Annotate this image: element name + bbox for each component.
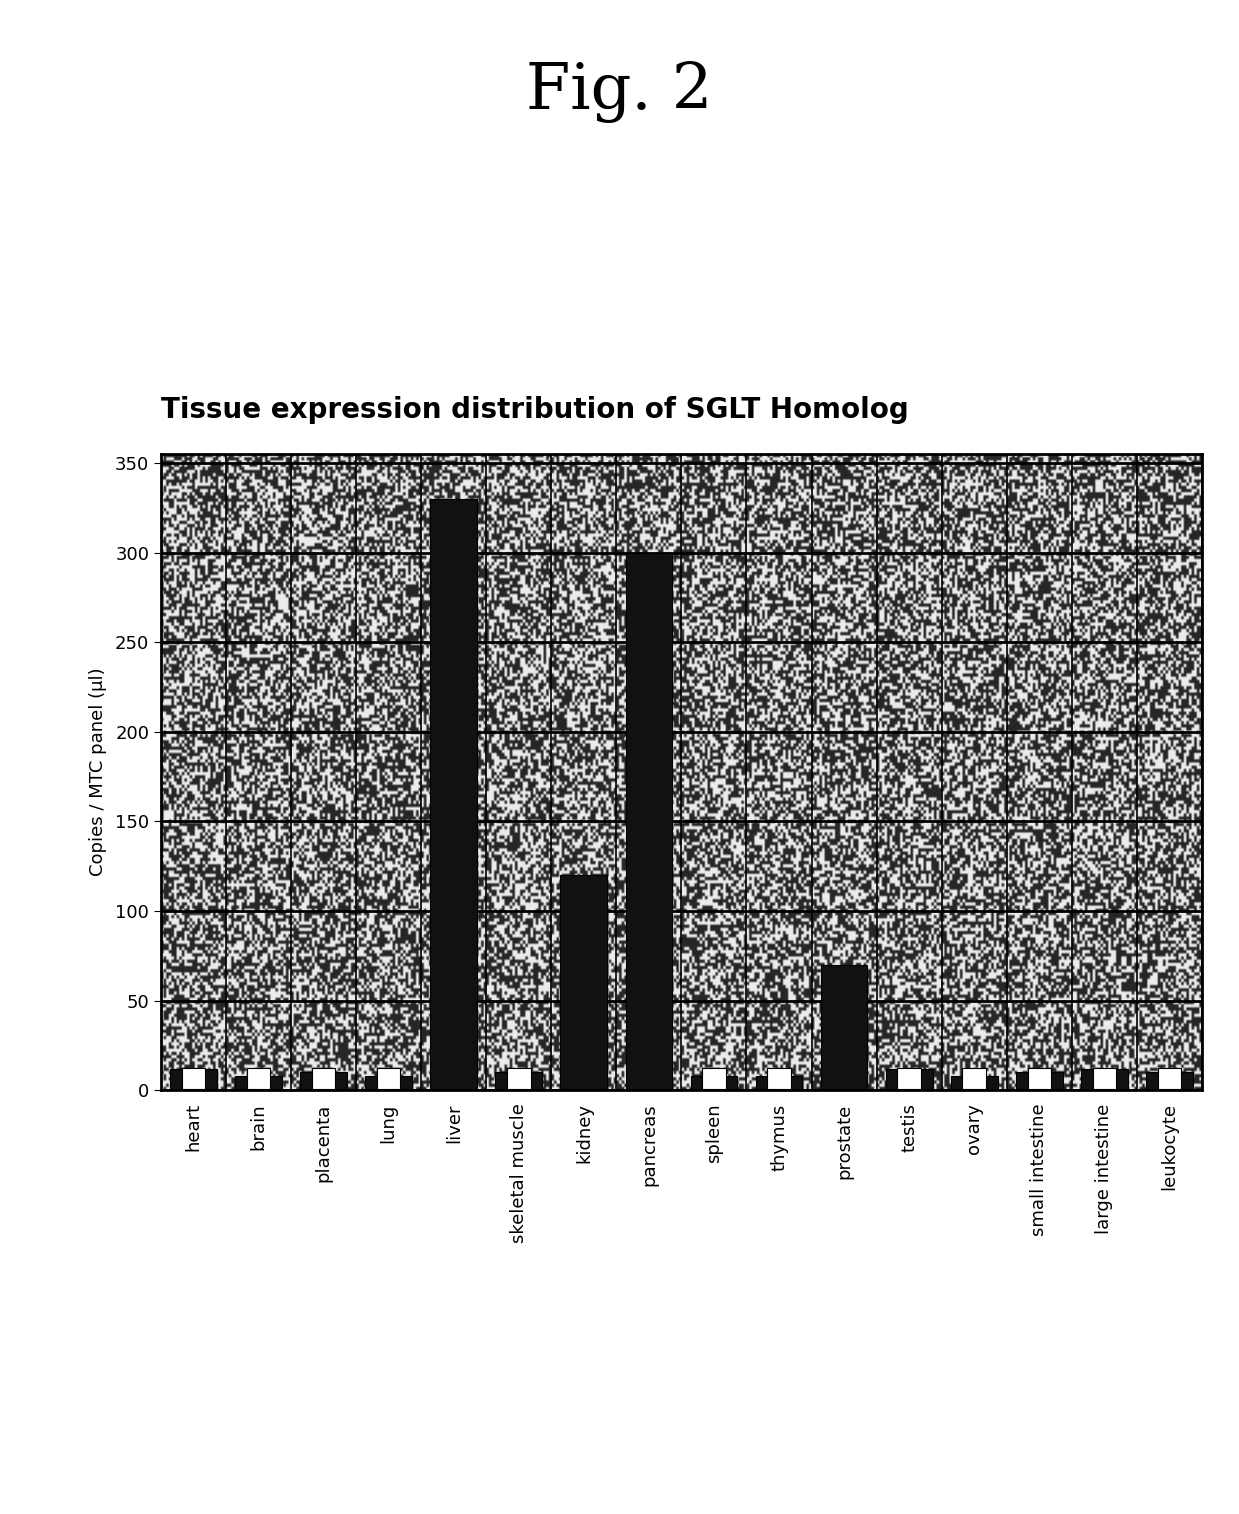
Bar (312, 1067, 336, 1089)
Bar (963, 1067, 986, 1089)
Bar (1093, 1067, 1116, 1089)
Bar (496, 1072, 543, 1090)
Bar (886, 1069, 933, 1090)
Bar (703, 1067, 726, 1089)
Y-axis label: Copies / MTC panel (μl): Copies / MTC panel (μl) (89, 668, 107, 877)
Bar (767, 1067, 790, 1089)
Bar (430, 500, 477, 1090)
Bar (690, 1076, 737, 1090)
Bar (1146, 1072, 1193, 1090)
Text: Fig. 2: Fig. 2 (527, 61, 712, 123)
Text: Tissue expression distribution of SGLT Homolog: Tissue expression distribution of SGLT H… (161, 397, 909, 424)
Bar (1157, 1067, 1181, 1089)
Bar (1080, 1069, 1127, 1090)
Bar (300, 1072, 347, 1090)
Bar (1016, 1072, 1063, 1090)
Bar (897, 1067, 921, 1089)
Bar (1027, 1067, 1051, 1089)
Bar (170, 1069, 217, 1090)
Bar (182, 1067, 206, 1089)
Bar (950, 1076, 997, 1090)
Bar (560, 875, 607, 1090)
Bar (247, 1067, 270, 1089)
Bar (235, 1076, 282, 1090)
Bar (366, 1076, 413, 1090)
Bar (820, 964, 867, 1090)
Bar (507, 1067, 530, 1089)
Bar (756, 1076, 803, 1090)
Bar (377, 1067, 400, 1089)
Bar (626, 553, 673, 1090)
